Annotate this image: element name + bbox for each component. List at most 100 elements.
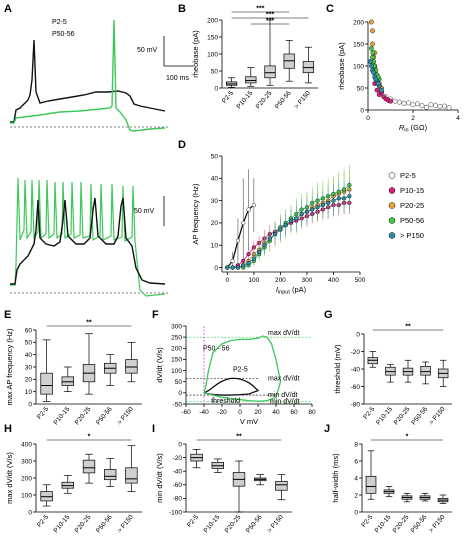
- scalebar-v2-label: 50 mV: [134, 208, 155, 215]
- D-point-4-5: [251, 256, 256, 261]
- H-ytick-label-1: 100: [21, 492, 32, 499]
- B-sig-label-0: ***: [256, 6, 264, 13]
- F-ytick-label-3: 100: [171, 368, 182, 375]
- F-ann-threshold: threshold: [211, 398, 240, 405]
- D-point-4-11: [283, 223, 288, 228]
- panel-j-boxplot: 0 2 4 6 8 half-width (ms) P2-5 P10-15 P20-25 P50-…: [331, 434, 452, 534]
- H-ytick-label-0: 0: [28, 509, 32, 516]
- E-xtick-label-1: P10-15: [52, 405, 71, 426]
- G-xtick-label-2: P20-25: [393, 405, 412, 426]
- J-xtick-label-2: P20-25: [392, 513, 411, 534]
- scalebar-h-label: 100 ms: [166, 75, 189, 82]
- C-point-0-2: [401, 101, 407, 106]
- I-ytick-label-3: -60: [173, 482, 183, 489]
- J-ytick-label-4: 8: [354, 441, 358, 448]
- E-xtick-label-3: P50-56: [95, 405, 114, 426]
- B-xtick-label-3: P50-56: [274, 89, 293, 110]
- F-x-label: V mV: [240, 417, 258, 426]
- D-point-0-3: [241, 220, 246, 226]
- D-legend-label-3: P50-56: [400, 216, 424, 225]
- panel-g-boxplot: 0 -20 -40 -60 -80 threshold (mV) P2-5P10-15P20…: [333, 324, 452, 426]
- D-ytick-label-3: 30: [211, 198, 219, 205]
- F-ytick-label-6: 250: [171, 334, 182, 341]
- E-xtick-label-2: P20-25: [74, 405, 93, 426]
- C-xtick-label-2: 4: [456, 115, 460, 122]
- F-xtick-label-5: 40: [272, 409, 280, 416]
- D-xtick-label-2: 200: [275, 277, 286, 284]
- F-series-1: [203, 335, 282, 402]
- D-point-0-2: [235, 238, 241, 243]
- J-ytick-label-1: 2: [354, 492, 358, 499]
- D-legend-marker-1: [388, 187, 396, 194]
- C-point-1-7: [388, 98, 393, 104]
- D-point-0-1: [230, 258, 235, 263]
- G-ytick-label-3: -60: [351, 384, 361, 391]
- panel-label-a: A: [4, 3, 12, 15]
- D-legend-label-1: P10-15: [400, 186, 424, 195]
- F-series-0: [203, 377, 260, 396]
- C-xtick-label-1: 2: [411, 115, 415, 122]
- J-xtick-label-3: P50-56: [410, 513, 429, 534]
- D-legend-marker-4: [388, 232, 396, 239]
- E-box-1: [61, 376, 74, 386]
- H-ytick-label-3: 300: [21, 458, 32, 465]
- C-point-0-9: [397, 99, 402, 105]
- J-xtick-label-0: P2-5: [360, 513, 374, 528]
- J-xtick-label-1: P10-15: [374, 513, 393, 534]
- J-sig-label-0: *: [406, 434, 409, 441]
- I-xtick-label-0: P2-5: [186, 513, 200, 528]
- D-point-1-3: [241, 258, 246, 263]
- C-point-0-4: [419, 103, 425, 109]
- I-ytick-label-4: -80: [173, 496, 183, 503]
- C-point-0-15: [442, 103, 447, 109]
- D-point-1-4: [246, 252, 251, 257]
- panel-e-boxplot: 0 10 20 30 40 50 60 max AP frequency (Hz) P2-5 P1…: [5, 320, 142, 426]
- G-ytick-label-4: -80: [351, 401, 361, 408]
- B-box-4: [302, 61, 315, 74]
- G-box-3: [420, 366, 431, 376]
- panel-d-fi-curve: 0 10 20 30 40 50 AP frequency (Hz) 0 100 200 300 40…: [191, 153, 424, 295]
- C-ytick-label-1: 50: [357, 85, 365, 92]
- E-ytick-label-2: 20: [25, 377, 33, 384]
- D-point-4-8: [267, 236, 272, 241]
- F-ytick-label-7: 300: [171, 323, 182, 330]
- D-legend-label-2: P20-25: [400, 201, 424, 210]
- H-ytick-label-4: 400: [21, 441, 32, 448]
- J-ytick-label-2: 4: [354, 475, 358, 482]
- C-y-label: rheobase (pA): [337, 42, 346, 90]
- D-point-4-6: [257, 249, 262, 255]
- D-point-4-17: [315, 205, 320, 210]
- B-ytick-label-2: 100: [207, 51, 218, 58]
- G-ytick-label-0: 0: [356, 331, 360, 338]
- legend-p2-5: P2-5: [52, 19, 67, 26]
- B-box-2: [264, 65, 276, 79]
- D-point-4-19: [326, 200, 331, 205]
- D-xtick-label-1: 100: [248, 277, 259, 284]
- H-y-label: max dV/dt (V/s): [5, 452, 14, 504]
- C-point-0-7: [446, 105, 452, 111]
- panel-label-b: B: [178, 3, 186, 15]
- I-ytick-label-5: -100: [169, 509, 182, 516]
- E-ytick-label-6: 60: [25, 327, 33, 334]
- C-point-2-0: [368, 19, 374, 25]
- I-y-label: min dV/dt (V/s): [155, 453, 164, 503]
- H-xtick-label-2: P20-25: [74, 513, 93, 534]
- J-box-0: [365, 475, 377, 494]
- panel-b-boxplot: 0 50 100 150 200 rheobase (pA) P2-5 P10-15 P20-2…: [191, 6, 318, 110]
- E-ytick-label-0: 0: [28, 401, 32, 408]
- B-y-label: rheobase (pA): [191, 30, 200, 78]
- D-point-4-20: [331, 198, 336, 203]
- B-xtick-label-0: P2-5: [221, 89, 235, 104]
- panel-i-boxplot: 0 -20 -40 -60 -80 -100 min dV/dt (V/s) P2-5 P10-…: [155, 434, 292, 534]
- D-point-4-13: [294, 216, 299, 221]
- F-ann-min-old: min dV/dt: [270, 398, 300, 405]
- F-xtick-label-7: 80: [308, 409, 316, 416]
- C-point-0-11: [433, 103, 438, 109]
- D-point-4-23: [347, 194, 352, 199]
- panel-label-j: J: [324, 423, 330, 435]
- B-ytick-label-1: 50: [211, 68, 219, 75]
- F-ann-p50: P50 - 56: [203, 346, 230, 353]
- panel-label-g: G: [324, 309, 333, 321]
- C-point-0-10: [415, 101, 420, 107]
